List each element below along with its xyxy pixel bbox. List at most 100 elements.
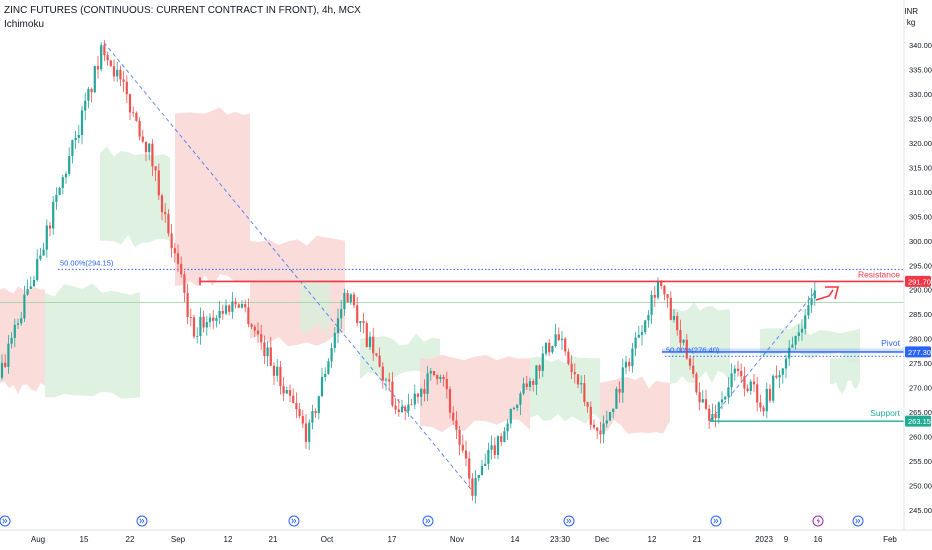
candle — [324, 367, 327, 382]
candle — [397, 398, 400, 417]
candle — [682, 339, 685, 346]
candle-body — [272, 365, 276, 376]
candle — [650, 290, 653, 325]
candle — [634, 332, 637, 357]
price-tick-label: 340.00 — [909, 41, 932, 50]
candle — [704, 389, 708, 411]
candle — [327, 358, 330, 375]
event-marker-icon — [422, 515, 434, 527]
candle — [61, 174, 64, 195]
candle-body — [471, 478, 474, 496]
candle — [532, 378, 535, 392]
candle — [618, 381, 621, 404]
candle — [692, 356, 695, 378]
candle-body — [228, 305, 231, 312]
candle — [160, 193, 164, 221]
candle — [250, 322, 253, 329]
candle-body — [653, 294, 656, 298]
candle-body — [496, 436, 500, 455]
candle — [676, 312, 679, 336]
candle — [266, 341, 269, 367]
candle — [791, 336, 794, 348]
candle-body — [42, 249, 45, 256]
lightning-icon — [816, 517, 821, 525]
candle — [80, 105, 84, 145]
candle-body — [164, 212, 167, 215]
candle-body — [589, 406, 592, 425]
price-tick-label: 310.00 — [909, 188, 932, 197]
candle-body — [576, 374, 580, 385]
candle — [624, 355, 628, 375]
candlestick-series — [0, 40, 816, 504]
candle-body — [13, 324, 16, 338]
candle — [365, 321, 368, 348]
candle — [672, 309, 676, 323]
candle-body — [778, 374, 781, 378]
candle — [356, 297, 359, 327]
candle — [509, 408, 512, 429]
candle-body — [183, 274, 186, 293]
candle — [58, 186, 61, 196]
candle-body — [244, 304, 247, 308]
candle-body — [247, 307, 250, 325]
candle-body — [400, 406, 404, 412]
candle — [471, 473, 474, 501]
candle-body — [599, 430, 602, 435]
candle — [119, 65, 122, 87]
support-label: Support — [870, 408, 900, 418]
candle — [701, 390, 704, 404]
candle — [695, 372, 698, 395]
candle-body — [420, 389, 423, 397]
candle — [535, 365, 538, 395]
candle — [743, 366, 746, 397]
candle-body — [544, 342, 548, 354]
candle-body — [240, 304, 244, 308]
candle-body — [29, 286, 32, 289]
candle — [416, 392, 420, 404]
cloud-patch — [250, 235, 345, 346]
event-marker-icon — [0, 515, 11, 527]
pivot-zone — [662, 348, 904, 354]
candle — [669, 291, 672, 321]
candle-body — [333, 332, 336, 348]
candle — [263, 335, 266, 365]
time-tick-label: Sep — [171, 535, 186, 544]
candle — [221, 304, 224, 320]
candle — [644, 320, 647, 335]
candle — [237, 302, 240, 309]
candle — [122, 71, 125, 93]
candle — [167, 209, 170, 237]
candle-body — [704, 399, 708, 409]
candle-body — [384, 379, 388, 381]
resistance-price-tag — [905, 275, 931, 287]
candle-body — [688, 358, 692, 366]
candle — [775, 365, 778, 380]
candle-body — [36, 259, 39, 280]
candle — [36, 249, 39, 282]
candle-body — [669, 297, 672, 320]
candle — [320, 367, 324, 398]
candle — [666, 294, 669, 308]
candle-body — [87, 88, 90, 101]
candle — [288, 384, 292, 403]
candle — [128, 93, 132, 121]
candle-body — [541, 353, 544, 371]
candle — [64, 171, 68, 184]
candle — [541, 346, 544, 378]
candle-body — [349, 294, 352, 303]
candle-body — [426, 373, 429, 394]
candle-body — [122, 79, 125, 82]
candle-body — [797, 332, 800, 336]
candle-body — [567, 351, 570, 364]
candle-body — [736, 368, 740, 371]
candle-body — [160, 195, 164, 213]
price-tick-label: 285.00 — [909, 310, 932, 319]
candle — [586, 401, 589, 413]
candle-body — [656, 281, 660, 298]
price-tick-label: 330.00 — [909, 90, 932, 99]
candle — [804, 309, 807, 335]
candle — [205, 316, 208, 336]
time-tick-label: 21 — [269, 535, 278, 544]
candle-body — [685, 339, 688, 359]
